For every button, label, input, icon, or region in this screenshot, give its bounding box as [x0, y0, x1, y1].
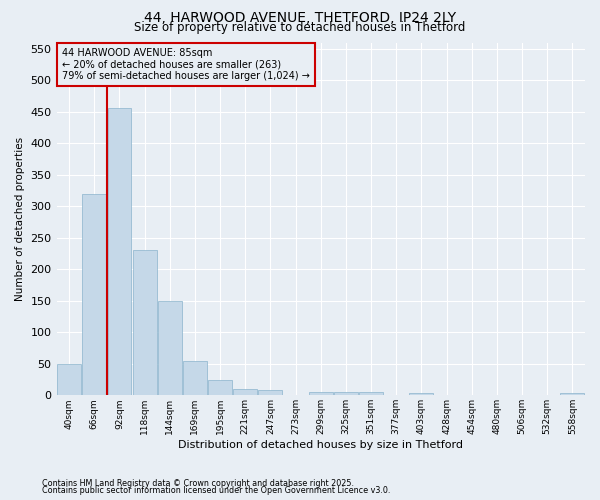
Bar: [183, 360, 207, 396]
Text: 44 HARWOOD AVENUE: 85sqm
← 20% of detached houses are smaller (263)
79% of semi-: 44 HARWOOD AVENUE: 85sqm ← 20% of detach…: [62, 48, 310, 81]
Bar: [259, 390, 283, 396]
Text: 44, HARWOOD AVENUE, THETFORD, IP24 2LY: 44, HARWOOD AVENUE, THETFORD, IP24 2LY: [144, 11, 456, 25]
Text: Contains HM Land Registry data © Crown copyright and database right 2025.: Contains HM Land Registry data © Crown c…: [42, 478, 354, 488]
Bar: [409, 394, 433, 396]
Bar: [359, 392, 383, 396]
Bar: [158, 301, 182, 396]
Y-axis label: Number of detached properties: Number of detached properties: [15, 137, 25, 301]
X-axis label: Distribution of detached houses by size in Thetford: Distribution of detached houses by size …: [178, 440, 463, 450]
Bar: [309, 392, 333, 396]
Text: Contains public sector information licensed under the Open Government Licence v3: Contains public sector information licen…: [42, 486, 391, 495]
Bar: [57, 364, 81, 396]
Bar: [334, 392, 358, 396]
Bar: [82, 194, 106, 396]
Bar: [107, 108, 131, 396]
Bar: [560, 394, 584, 396]
Bar: [133, 250, 157, 396]
Text: Size of property relative to detached houses in Thetford: Size of property relative to detached ho…: [134, 22, 466, 35]
Bar: [208, 380, 232, 396]
Bar: [233, 389, 257, 396]
